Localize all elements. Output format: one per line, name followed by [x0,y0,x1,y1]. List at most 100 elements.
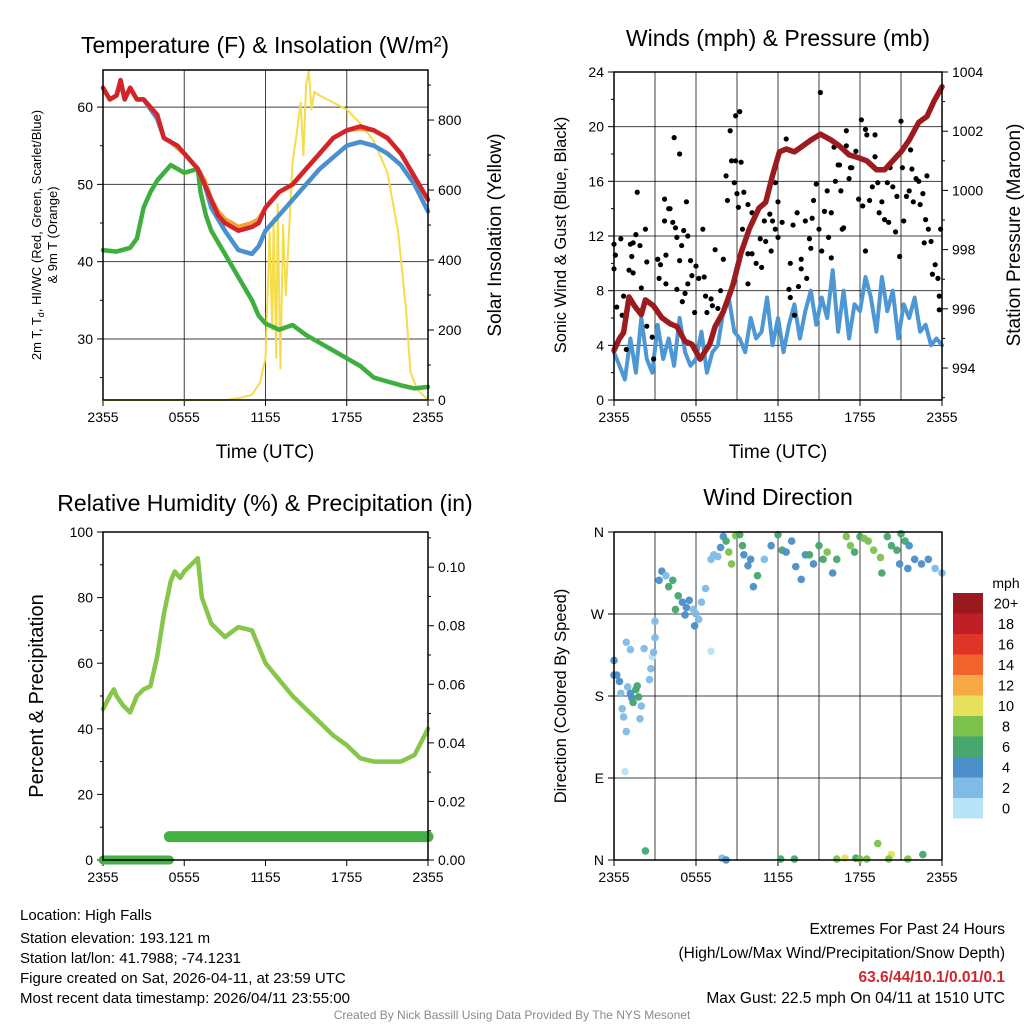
colorbar-label: 16 [998,637,1014,653]
wind-direction-point [621,767,629,776]
gust-point [929,271,936,277]
colorbar-label: 20+ [994,596,1019,612]
temp-ytick-label: 40 [77,254,93,270]
wind-direction-point [876,553,885,562]
gust-point [817,89,823,96]
wind-xtick-label: 1155 [763,409,793,425]
wind-direction-point [850,548,859,556]
wind-direction-point [832,555,841,564]
wind-direction-point [662,571,670,580]
gust-point [661,218,668,224]
dew-point-line [100,162,431,391]
max-gust: Max Gust: 22.5 mph On 04/11 at 1510 UTC [706,990,1005,1007]
footer-elevation: Station elevation: 193.121 m [20,930,210,947]
gust-point [924,173,930,179]
wind-direction-point [787,537,796,545]
wind-direction-point [828,569,837,577]
wind-direction-point [790,855,799,863]
rh-ytick-label: 40 [77,721,93,737]
colorbar-label: 0 [1002,801,1010,817]
gust-point [763,238,769,245]
temp-xtick-label: 0555 [169,409,200,425]
wind-ytick-label: 12 [588,228,604,244]
gust-point [630,270,636,276]
wind-direction-point [694,615,703,624]
wind-ytick-right-label: 996 [952,301,976,317]
gust-point [884,180,890,186]
wind-ytick-label: 24 [588,64,604,80]
gust-point [704,309,710,316]
gust-point [936,293,942,299]
gust-point [767,211,773,217]
gust-point [739,226,746,232]
gust-point [655,256,661,262]
gust-point [685,281,691,287]
wind-direction-point [883,532,892,541]
gust-point [745,281,751,287]
wind-direction-point [636,714,644,723]
rh-xtick-label: 1155 [250,869,280,885]
gust-point [649,334,655,340]
gust-point [630,240,636,246]
wind-direction-point [701,584,710,593]
rh-ytick-right-label: 0.08 [438,618,465,634]
gust-point [737,109,743,115]
gust-point [862,248,869,254]
gust-point [828,210,834,216]
gust-point [804,275,810,281]
wind-direction-point [917,560,926,568]
gust-point [708,296,714,302]
wind-direction-point [612,671,621,679]
credit-line: Created By Nick Bassill Using Data Provi… [334,1008,691,1022]
gust-point [634,189,640,195]
gust-point [819,248,825,254]
colorbar-swatch [953,634,983,655]
gust-point [890,184,896,190]
gust-point [768,248,774,254]
gust-point [783,136,789,142]
gust-point [787,260,793,266]
wind-direction-point [633,682,642,690]
gust-point [816,226,822,232]
gust-point [875,180,881,186]
wind-direction-point [797,575,806,584]
rh-xtick-label: 0555 [169,869,200,885]
solar-insolation-line [102,70,429,401]
gust-point [741,189,747,195]
temp-ytick-right-label: 200 [438,322,462,338]
gust-point [661,196,668,202]
gust-point [921,240,927,246]
extremes-title: Extremes For Past 24 Hours [809,921,1005,938]
gust-point [757,236,763,242]
temp-plot-border [102,69,429,401]
gust-point [838,188,844,194]
gust-point [682,290,688,296]
gust-point [753,260,759,266]
colorbar-swatch [953,736,983,757]
dir-xtick-label: 1755 [844,869,875,885]
gust-point [898,118,904,124]
gust-point [866,197,873,204]
temp-ytick-right-label: 600 [438,182,462,198]
wind-direction-point [774,530,782,539]
colorbar-swatch [953,716,983,737]
wind-xtick-label: 2355 [598,409,629,425]
colorbar-swatch [953,798,983,819]
wind-direction-point [815,541,823,550]
gust-point [671,135,677,141]
wind-direction-point [842,532,851,541]
gust-point [808,245,814,251]
gust-point [928,238,934,245]
dir-ytick-label: S [595,688,604,704]
wind-ytick-label: 0 [596,392,604,408]
gust-point [685,233,691,239]
gust-point [638,285,644,291]
dir-plot-border [613,531,943,861]
wind-direction-point [714,552,722,561]
wind-direction-point [863,855,871,863]
wind-direction-point [931,564,939,573]
wind-direction-point [740,550,748,559]
gust-point [772,226,778,232]
gust-point [667,206,673,212]
